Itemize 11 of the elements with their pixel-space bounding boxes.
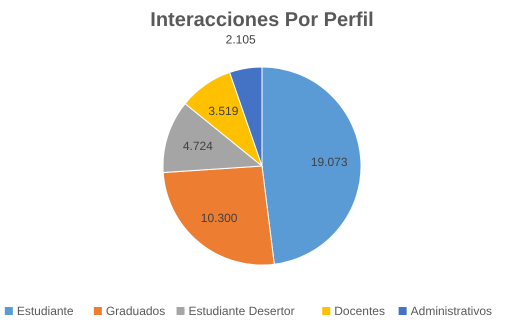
legend-label: Graduados xyxy=(106,304,166,318)
data-label: 3.519 xyxy=(208,104,239,118)
data-label: 4.724 xyxy=(182,138,214,153)
legend-label: Estudiante xyxy=(16,304,74,318)
chart-title: Interacciones Por Perfil xyxy=(150,9,374,31)
data-label: 10.300 xyxy=(200,211,238,226)
data-label: 19.073 xyxy=(310,155,348,170)
legend-label: Administrativos xyxy=(410,304,492,318)
data-label: 2.105 xyxy=(226,32,256,46)
legend-label: Estudiante Desertor xyxy=(188,304,295,318)
legend-label: Docentes xyxy=(334,304,385,318)
